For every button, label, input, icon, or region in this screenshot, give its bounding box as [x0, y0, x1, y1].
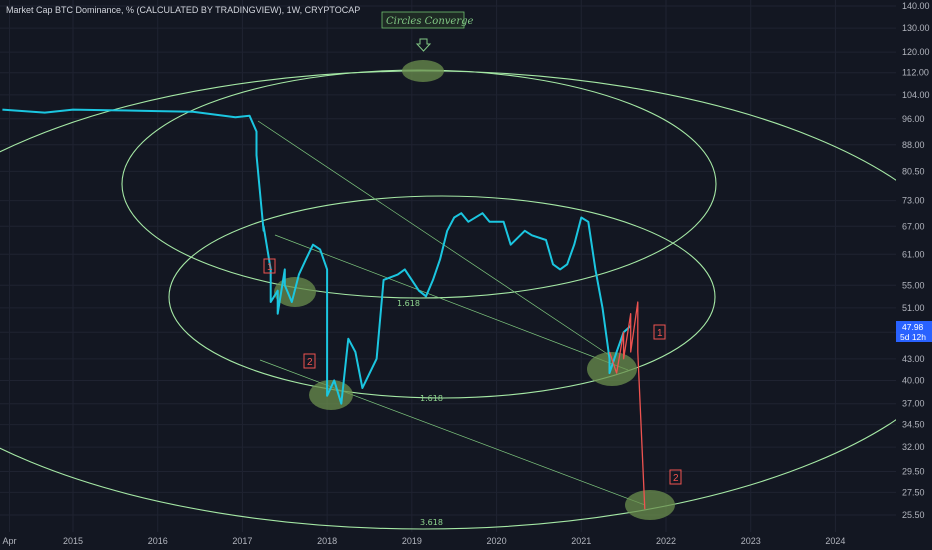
x-tick-label: 2016 [148, 536, 168, 546]
marker-label: 1 [657, 328, 663, 339]
y-tick-label: 55.00 [902, 280, 925, 290]
x-axis[interactable]: Apr 2015 2016 2017 2018 2019 2020 2021 2022 2023 2… [2, 536, 845, 546]
chart-title: Market Cap BTC Dominance, % (CALCULATED … [6, 5, 361, 15]
marker-label: 2 [673, 473, 679, 484]
y-tick-label: 61.00 [902, 249, 925, 259]
marker-box [263, 258, 276, 274]
highlight-2021 [587, 352, 637, 386]
middle-circle [168, 195, 716, 399]
marker-box [303, 353, 316, 369]
y-tick-label: 104.00 [902, 90, 930, 100]
y-tick-label: 29.50 [902, 466, 925, 476]
y-tick-label: 96.00 [902, 114, 925, 124]
y-tick-label: 88.00 [902, 140, 925, 150]
y-tick-label: 130.00 [902, 23, 930, 33]
fib-labels: 1.618 1.618 3.618 [397, 299, 443, 527]
fib-label: 1.618 [420, 394, 443, 403]
trendline-middle [274, 234, 629, 371]
circles-converge-callout: Circles Converge [381, 11, 474, 52]
x-tick-label: 2024 [825, 536, 845, 546]
x-tick-label: 2022 [656, 536, 676, 546]
fib-label: 3.618 [420, 518, 443, 527]
circles-converge-label: Circles Converge [386, 16, 474, 27]
marker-box [669, 469, 682, 485]
series-layer [2, 108, 646, 510]
circles-converge-box [381, 11, 465, 29]
wave-markers: 1 2 1 2 [263, 258, 682, 485]
y-tick-label: 67.00 [902, 221, 925, 231]
x-tick-label: Apr [2, 536, 16, 546]
marker-label: 2 [307, 357, 313, 368]
y-tick-label: 34.50 [902, 420, 925, 430]
y-tick-label: 25.50 [902, 510, 925, 520]
y-tick-label: 51.00 [902, 303, 925, 313]
highlight-top [402, 60, 444, 82]
highlight-bottom [625, 490, 675, 520]
y-tick-label: 40.00 [902, 375, 925, 385]
price-badge: 47.98 5d 12h [896, 321, 932, 342]
y-tick-label: 112.00 [902, 68, 929, 78]
marker-label: 1 [267, 262, 273, 273]
x-tick-label: 2017 [232, 536, 252, 546]
series-line [2, 108, 632, 405]
highlight-2018 [309, 380, 353, 410]
y-tick-label: 43.00 [902, 354, 925, 364]
x-tick-label: 2015 [63, 536, 83, 546]
x-tick-label: 2021 [571, 536, 591, 546]
series-line [608, 301, 646, 510]
x-tick-label: 2018 [317, 536, 337, 546]
marker-box [653, 324, 666, 340]
time-scale-bg [0, 532, 932, 550]
y-tick-label: 140.00 [902, 1, 930, 11]
pointer-hand-icon [415, 38, 432, 52]
fib-label: 1.618 [397, 299, 420, 308]
y-tick-label: 120.00 [902, 47, 930, 57]
trendline-upper [257, 120, 613, 358]
y-tick-label: 73.00 [902, 196, 925, 206]
grid [0, 0, 896, 532]
price-badge-box [896, 321, 932, 342]
y-tick-label: 27.50 [902, 487, 925, 497]
x-tick-label: 2019 [402, 536, 422, 546]
x-tick-label: 2023 [741, 536, 761, 546]
y-tick-label: 37.00 [902, 399, 925, 409]
price-scale-bg [896, 0, 932, 532]
y-tick-label: 32.00 [902, 442, 925, 452]
price-badge-countdown: 5d 12h [900, 332, 926, 342]
y-tick-label: 80.50 [902, 166, 925, 176]
x-tick-label: 2020 [487, 536, 507, 546]
price-badge-value: 47.98 [902, 322, 924, 332]
